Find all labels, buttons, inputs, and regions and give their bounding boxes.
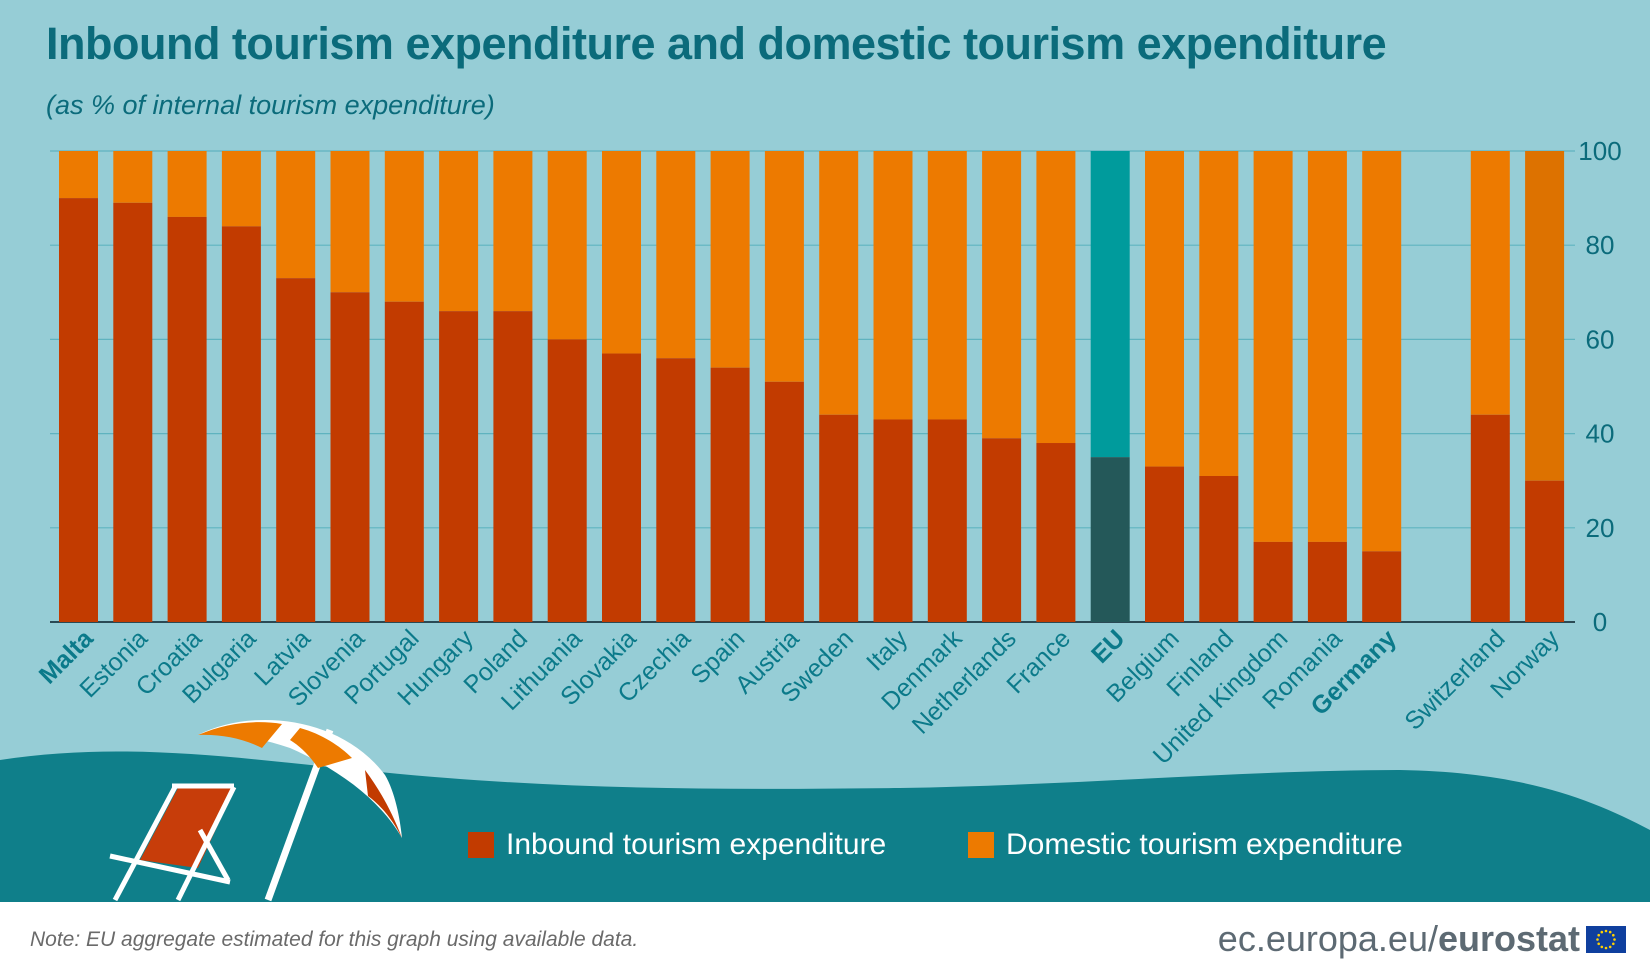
bar-inbound-bulgaria [221,226,261,623]
bar-domestic-slovenia [330,151,370,293]
bar-inbound-france [1036,443,1076,622]
bar-inbound-slovenia [330,292,370,622]
beach-umbrella-icon [198,719,402,902]
bar-inbound-lithuania [547,339,587,622]
bar-domestic-switzerland [1470,151,1510,415]
bar-domestic-netherlands [982,151,1022,439]
brand-domain: ec.europa.eu/ [1217,918,1438,959]
bar-domestic-hungary [439,151,479,312]
bar-domestic-portugal [384,151,424,302]
bar-inbound-estonia [113,202,153,622]
bar-inbound-slovakia [602,353,641,622]
bars [59,151,1565,623]
chart-subtitle: (as % of internal tourism expenditure) [46,90,495,120]
bar-inbound-netherlands [982,438,1022,622]
bar-inbound-norway [1525,480,1565,622]
y-tick-label: 60 [1586,324,1615,354]
bar-inbound-croatia [167,216,207,622]
sea-wave-decoration [0,751,1650,902]
bar-domestic-croatia [167,151,207,217]
eu-flag-icon [1586,926,1626,953]
y-tick-label: 0 [1593,607,1607,637]
bar-domestic-lithuania [547,151,587,340]
bar-domestic-austria [764,151,804,382]
footnote: Note: EU aggregate estimated for this gr… [30,928,639,951]
bar-inbound-spain [710,367,750,622]
bar-inbound-germany [1362,551,1402,622]
bar-inbound-malta [59,198,98,622]
legend-label-inbound: Inbound tourism expenditure [506,828,887,861]
legend-item-domestic: Domestic tourism expenditure [968,828,1403,862]
bar-inbound-czechia [656,358,696,622]
bar-inbound-portugal [384,301,424,622]
bar-domestic-italy [873,151,913,420]
bar-domestic-norway [1525,151,1565,481]
y-tick-label: 100 [1578,136,1621,166]
eurostat-brand[interactable]: ec.europa.eu/eurostat [1218,918,1580,960]
x-axis-labels: MaltaEstoniaCroatiaBulgariaLatviaSloveni… [34,624,1565,770]
footer-bar [0,902,1650,975]
bar-domestic-eu [1090,151,1130,458]
bar-inbound-austria [764,381,804,622]
bar-inbound-eu [1090,457,1130,622]
bar-domestic-united-kingdom [1253,151,1293,542]
bar-domestic-poland [493,151,533,312]
bar-domestic-germany [1362,151,1402,552]
legend-swatch-domestic [968,832,994,858]
bar-inbound-poland [493,311,533,622]
bar-inbound-switzerland [1470,414,1510,622]
bar-domestic-finland [1199,151,1239,476]
bar-domestic-bulgaria [221,151,261,227]
bar-inbound-united-kingdom [1253,541,1293,622]
bar-domestic-estonia [113,151,153,203]
chart-title: Inbound tourism expenditure and domestic… [46,18,1387,69]
bar-domestic-czechia [656,151,696,359]
bar-domestic-romania [1307,151,1347,542]
legend-item-inbound: Inbound tourism expenditure [468,828,886,862]
bar-domestic-malta [59,151,98,199]
legend-label-domestic: Domestic tourism expenditure [1006,828,1403,861]
bar-inbound-belgium [1145,466,1184,622]
bar-inbound-latvia [276,278,316,622]
y-tick-label: 20 [1586,513,1615,543]
brand-name: eurostat [1437,918,1580,959]
y-tick-label: 40 [1586,419,1615,449]
bar-domestic-latvia [276,151,316,279]
legend-swatch-inbound [468,832,494,858]
beach-chair-icon [109,783,237,902]
bar-inbound-finland [1199,475,1239,622]
y-axis-ticks: 0 20 40 60 80 100 [1578,136,1621,637]
y-tick-label: 80 [1586,230,1615,260]
bar-domestic-slovakia [602,151,641,354]
bar-domestic-france [1036,151,1076,444]
bar-domestic-belgium [1145,151,1184,467]
bar-inbound-italy [873,419,913,622]
bar-chart: 0 20 40 60 80 100 MaltaEstoniaCroatiaBulgaria… [0,136,1650,902]
bar-inbound-romania [1307,541,1347,622]
bar-domestic-spain [710,151,750,368]
bar-inbound-sweden [819,414,859,622]
x-tick-label: EU [1086,624,1130,668]
bar-domestic-denmark [927,151,967,420]
bar-inbound-denmark [927,419,967,622]
bar-inbound-hungary [439,311,479,622]
bar-domestic-sweden [819,151,859,415]
